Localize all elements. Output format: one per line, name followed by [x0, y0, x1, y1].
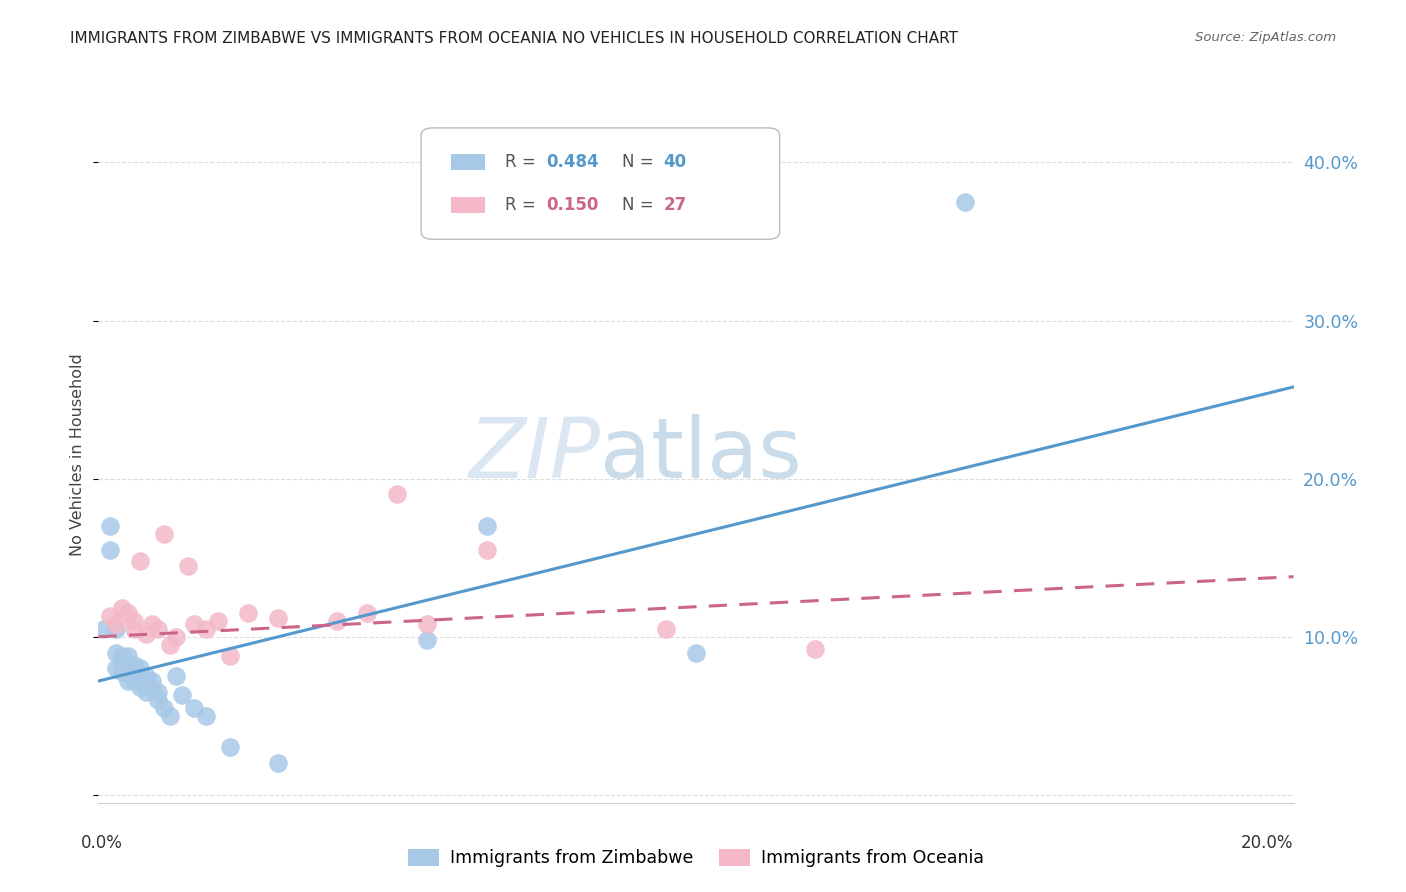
Point	[93, 622, 115, 636]
Point	[141, 674, 163, 689]
Point	[135, 669, 157, 683]
Point	[124, 614, 146, 628]
Point	[385, 487, 409, 501]
Point	[183, 701, 205, 715]
Point	[183, 617, 205, 632]
Point	[207, 614, 229, 628]
Point	[165, 669, 187, 683]
Point	[141, 617, 163, 632]
Point	[148, 693, 170, 707]
Text: N =: N =	[621, 196, 659, 214]
Text: 0.484: 0.484	[547, 153, 599, 171]
Point	[219, 648, 242, 663]
Text: 40: 40	[664, 153, 686, 171]
Text: IMMIGRANTS FROM ZIMBABWE VS IMMIGRANTS FROM OCEANIA NO VEHICLES IN HOUSEHOLD COR: IMMIGRANTS FROM ZIMBABWE VS IMMIGRANTS F…	[70, 31, 959, 46]
Point	[100, 609, 122, 624]
Point	[129, 681, 152, 695]
Point	[111, 648, 134, 663]
Point	[148, 622, 170, 636]
Text: ZIP: ZIP	[468, 415, 600, 495]
Point	[475, 519, 498, 533]
Point	[416, 617, 439, 632]
Point	[117, 674, 139, 689]
Point	[117, 606, 139, 620]
Point	[135, 677, 157, 691]
Point	[416, 632, 439, 647]
Text: R =: R =	[505, 196, 541, 214]
Text: R =: R =	[505, 153, 541, 171]
Point	[105, 661, 128, 675]
Point	[124, 674, 146, 689]
Point	[141, 681, 163, 696]
Point	[129, 661, 152, 675]
Point	[195, 708, 218, 723]
Point	[326, 614, 349, 628]
Point	[356, 606, 378, 620]
Point	[129, 554, 152, 568]
Point	[159, 708, 181, 723]
Point	[129, 671, 152, 685]
Y-axis label: No Vehicles in Household: No Vehicles in Household	[70, 353, 86, 557]
Legend: Immigrants from Zimbabwe, Immigrants from Oceania: Immigrants from Zimbabwe, Immigrants fro…	[401, 842, 991, 874]
Point	[475, 542, 498, 557]
Point	[100, 542, 122, 557]
Point	[953, 194, 976, 209]
Text: Source: ZipAtlas.com: Source: ZipAtlas.com	[1195, 31, 1336, 45]
Point	[111, 601, 134, 615]
Point	[124, 658, 146, 673]
Point	[267, 756, 290, 771]
Point	[135, 626, 157, 640]
Text: 27: 27	[664, 196, 688, 214]
FancyBboxPatch shape	[451, 197, 485, 212]
Point	[111, 657, 134, 671]
Point	[177, 558, 200, 573]
Point	[117, 666, 139, 681]
Point	[153, 701, 176, 715]
Text: N =: N =	[621, 153, 659, 171]
Point	[124, 666, 146, 681]
Point	[105, 617, 128, 632]
Point	[685, 646, 707, 660]
Point	[124, 622, 146, 636]
Point	[195, 622, 218, 636]
Point	[153, 527, 176, 541]
Point	[111, 665, 134, 679]
Point	[655, 622, 678, 636]
Point	[219, 740, 242, 755]
Point	[165, 630, 187, 644]
Text: atlas: atlas	[600, 415, 801, 495]
Point	[267, 611, 290, 625]
FancyBboxPatch shape	[422, 128, 780, 239]
Point	[236, 606, 259, 620]
Point	[100, 519, 122, 533]
Point	[159, 638, 181, 652]
Point	[105, 622, 128, 636]
Text: 20.0%: 20.0%	[1241, 834, 1294, 853]
Point	[804, 642, 827, 657]
Point	[105, 646, 128, 660]
Point	[148, 685, 170, 699]
Point	[117, 658, 139, 673]
Point	[117, 648, 139, 663]
Text: 0.150: 0.150	[547, 196, 599, 214]
Point	[135, 685, 157, 699]
Text: 0.0%: 0.0%	[80, 834, 122, 853]
FancyBboxPatch shape	[451, 154, 485, 169]
Point	[172, 688, 194, 702]
